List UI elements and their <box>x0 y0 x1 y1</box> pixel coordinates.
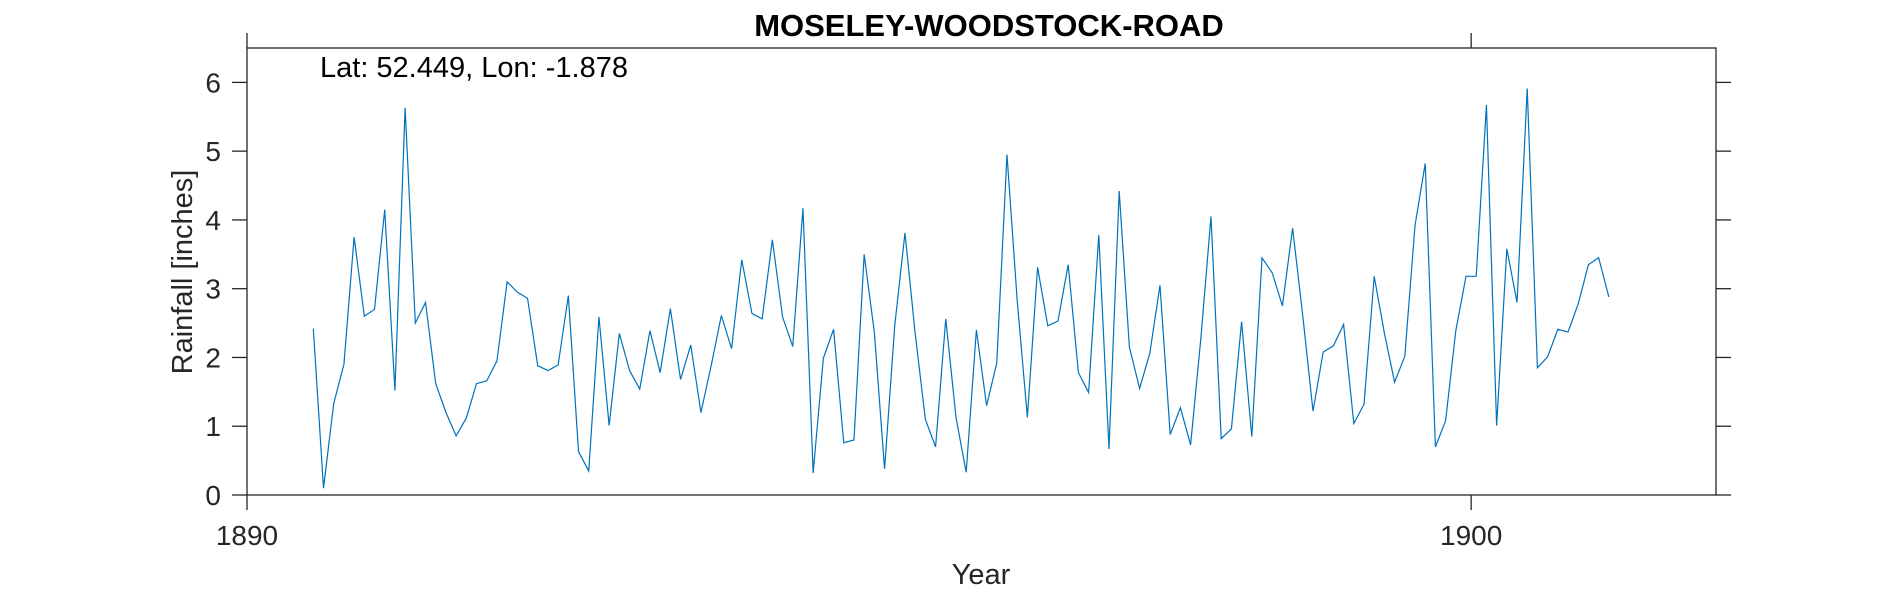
x-tick-label: 1890 <box>216 520 278 551</box>
axes: 0 1 2 3 4 5 6 1890 1900 <box>205 33 1731 551</box>
x-axis-label: Year <box>952 559 1011 591</box>
y-tick-label: 2 <box>205 342 221 373</box>
y-tick-label: 3 <box>205 274 221 305</box>
y-axis-label: Rainfall [inches] <box>167 170 199 375</box>
x-tick-label: 1900 <box>1440 520 1502 551</box>
rainfall-series-line <box>312 88 1610 489</box>
plot-frame <box>246 47 1717 496</box>
y-tick-label: 5 <box>205 136 221 167</box>
chart-title: MOSELEY-WOODSTOCK-ROAD <box>754 8 1224 43</box>
plot-area <box>312 88 1610 489</box>
location-annotation: Lat: 52.449, Lon: -1.878 <box>320 52 628 84</box>
y-tick-label: 4 <box>205 205 221 236</box>
y-tick-label: 6 <box>205 67 221 98</box>
y-tick-label: 0 <box>205 480 221 511</box>
y-tick-label: 1 <box>205 411 221 442</box>
